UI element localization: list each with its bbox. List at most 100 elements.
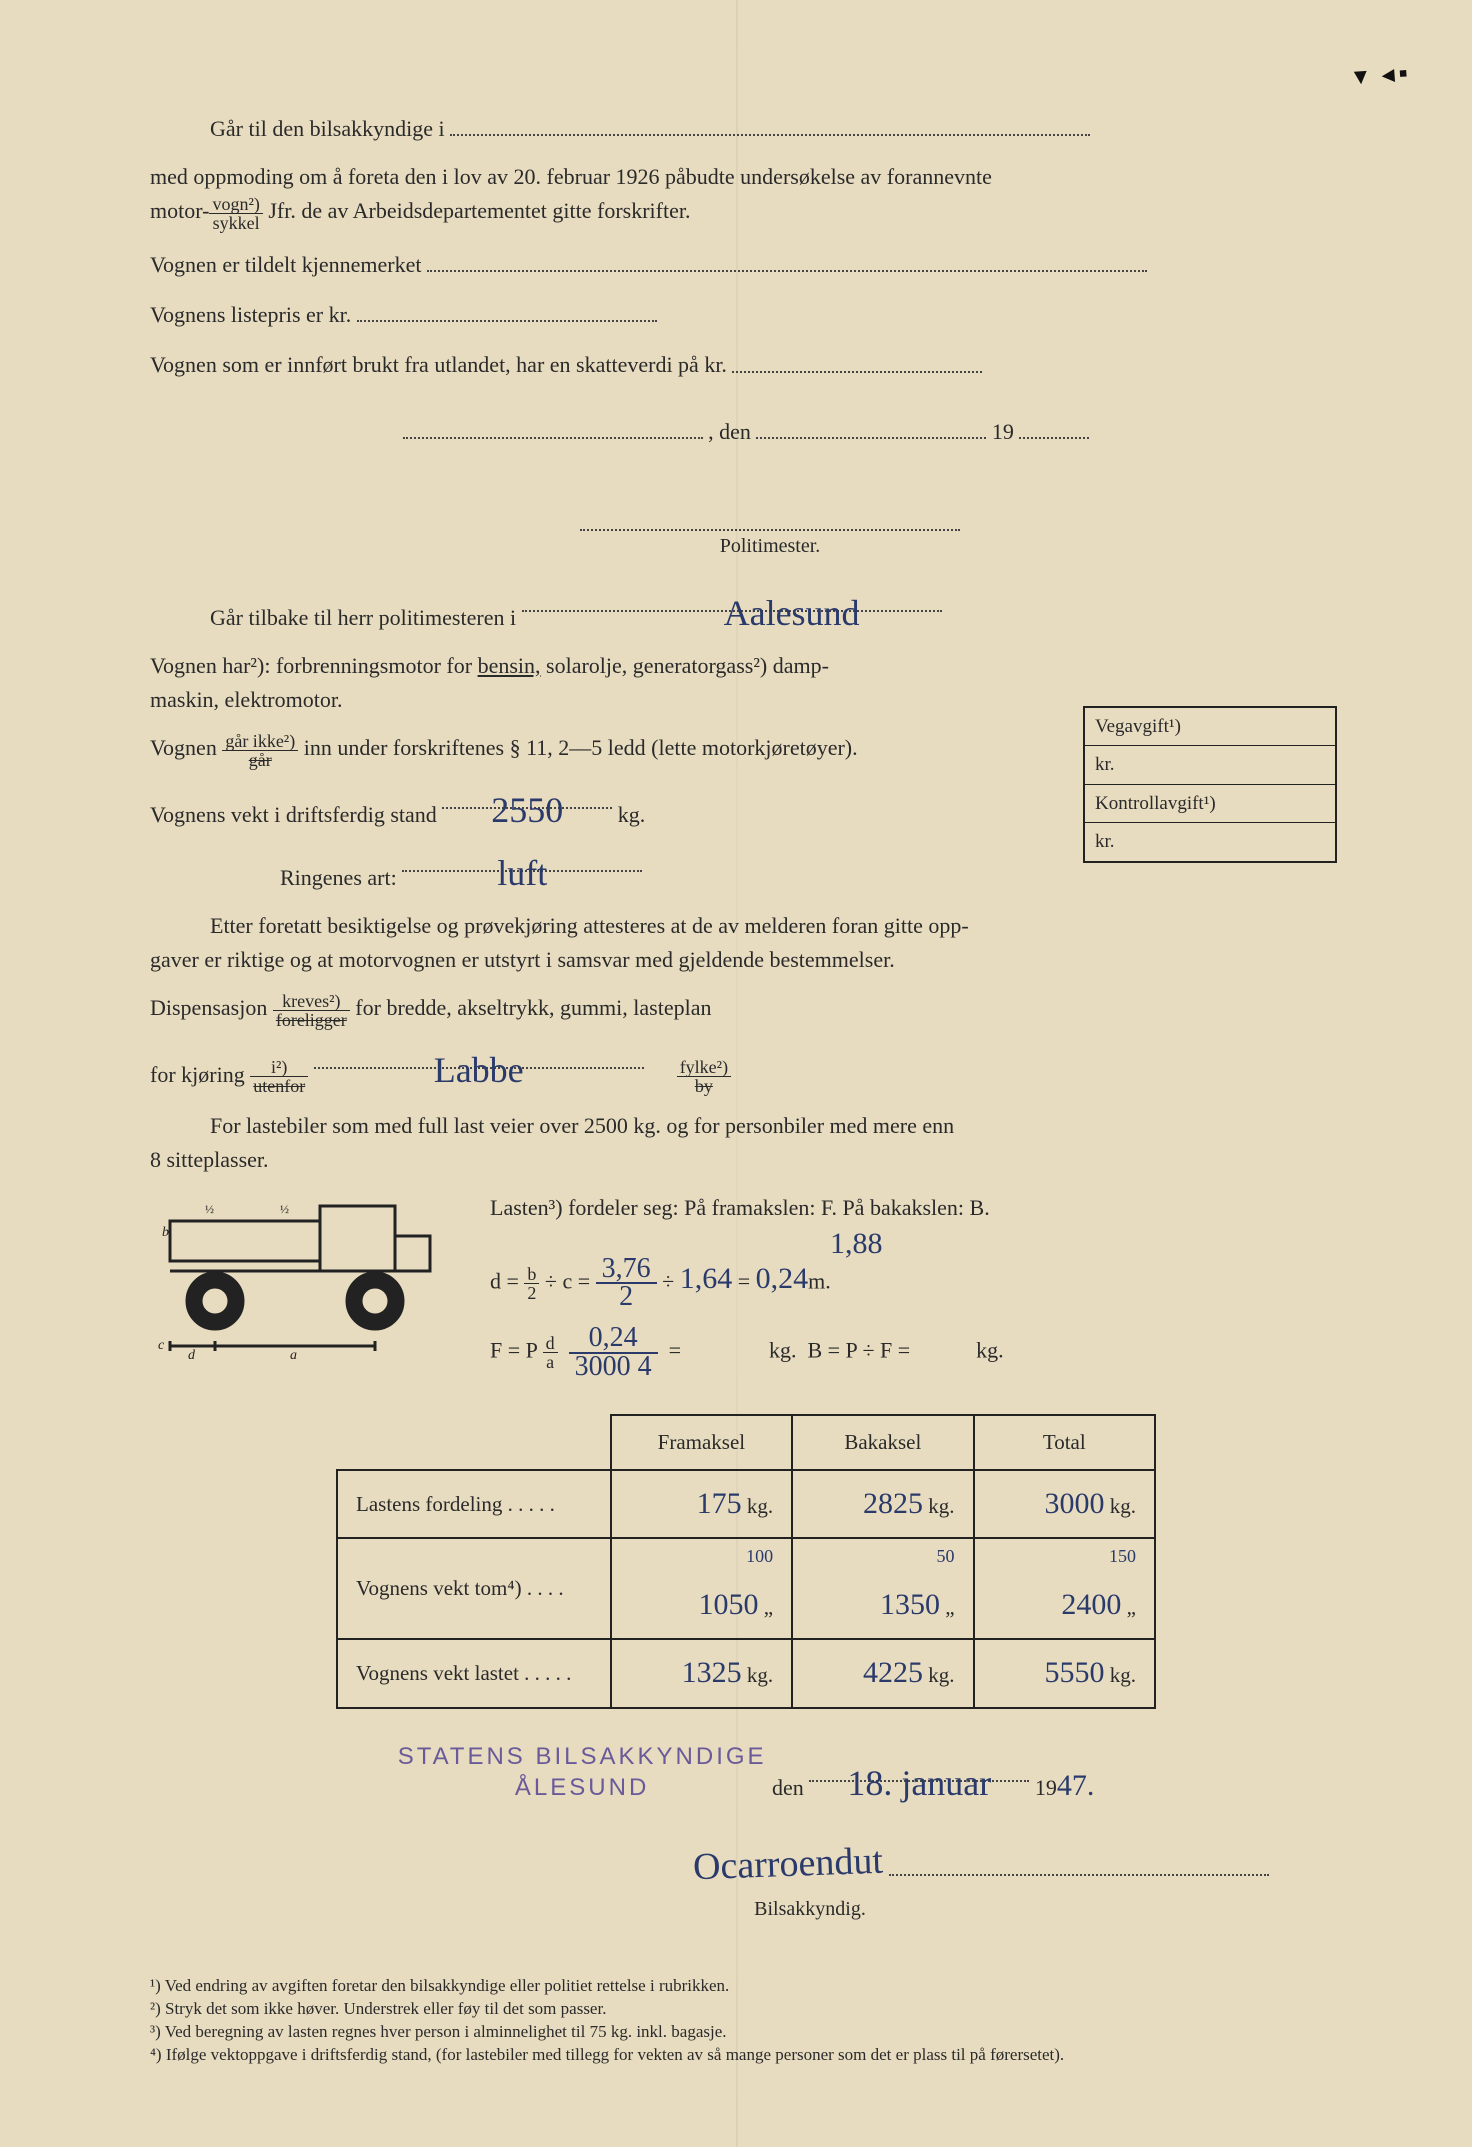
d1: „ [764, 1595, 773, 1619]
fee-kr2: kr. [1085, 823, 1335, 860]
eq1-v1: 3,762 [596, 1256, 657, 1311]
th-fram: Framaksel [611, 1415, 792, 1470]
back-value: Aalesund [664, 586, 860, 642]
eq2-prefix: F = P [490, 1338, 543, 1363]
eq2-a: a [543, 1353, 558, 1371]
fee-veg: Vegavgift¹) [1085, 708, 1335, 746]
document-page: ▾ ◂▪ Går til den bilsakkyndige i med opp… [0, 0, 1472, 2147]
lastebil: For lastebiler som med full last veier o… [150, 1109, 1342, 1177]
kjor-right-top: fylke²) [677, 1058, 731, 1077]
sign-line [889, 1874, 1269, 1876]
p4: Vognen som er innført brukt fra utlandet… [150, 346, 1342, 382]
disp-bot: foreligger [273, 1011, 350, 1029]
fee-kr1: kr. [1085, 746, 1335, 784]
kjor-a: for kjøring [150, 1062, 250, 1087]
pm-label: Politimester. [580, 531, 960, 562]
sign-label: Bilsakkyndig. [620, 1894, 1000, 1925]
r2-b: 501350 „ [792, 1538, 973, 1639]
date-line: , den 19 [150, 413, 1342, 449]
fees-box: Vegavgift¹) kr. Kontrollavgift¹) kr. [1083, 706, 1337, 863]
truck-icon: b ½ ½ d c a [150, 1191, 450, 1361]
engine-c: maskin, elektromotor. [150, 687, 342, 712]
blank-skatt [732, 346, 982, 372]
footnotes: ¹) Ved endring av avgiften foretar den b… [150, 1975, 1342, 2067]
eq1-divc: ÷ c = [539, 1268, 595, 1293]
p4-text: Vognen som er innført brukt fra utlandet… [150, 353, 727, 378]
r1-a-val: 175 [697, 1481, 742, 1528]
eq2-da: da [543, 1334, 558, 1371]
blank-pris [357, 296, 657, 322]
engine-line: Vognen har²): forbrenningsmotor for bens… [150, 649, 950, 717]
r3-c: 5550 kg. [974, 1639, 1155, 1708]
frac-vogn: vogn²)sykkel [209, 195, 262, 232]
r2-label: Vognens vekt tom⁴) . . . . [337, 1538, 611, 1639]
year-prefix: 19 [992, 419, 1014, 444]
fee-veg-label: Vegavgift¹) [1095, 712, 1181, 741]
attest: Etter foretatt besiktigelse og prøvekjør… [150, 909, 1342, 977]
vekt-unit: kg. [618, 802, 646, 827]
p2: Vognen er tildelt kjennemerket [150, 246, 1342, 282]
r2-a-val: 1050 [699, 1582, 759, 1629]
d3: „ [1127, 1595, 1136, 1619]
p1-prefix: motor- [150, 198, 209, 223]
kjor-value: Labbe [434, 1043, 524, 1099]
r2-a-top: 100 [746, 1543, 773, 1571]
forskrift-top: går ikke²) [222, 732, 298, 751]
p2-text: Vognen er tildelt kjennemerket [150, 252, 421, 277]
kg6: kg. [1110, 1663, 1136, 1687]
r1-b-val: 2825 [863, 1481, 923, 1528]
pm-sig-line [580, 489, 960, 531]
disp-top: kreves²) [273, 992, 350, 1011]
engine-a: Vognen har²): forbrenningsmotor for [150, 653, 478, 678]
r1-c-val: 3000 [1045, 1481, 1105, 1528]
disp-a: Dispensasjon [150, 995, 273, 1020]
disp-b: for bredde, akseltrykk, gummi, lasteplan [350, 995, 712, 1020]
svg-text:½: ½ [280, 1202, 289, 1216]
blank-place [403, 413, 703, 439]
frac-vogn-bot: sykkel [209, 214, 262, 232]
foot-3: ³) Ved beregning av lasten regnes hver p… [150, 2021, 1342, 2044]
p1: med oppmoding om å foreta den i lov av 2… [150, 160, 1342, 232]
r1-b: 2825 kg. [792, 1470, 973, 1539]
th-total: Total [974, 1415, 1155, 1470]
p3-text: Vognens listepris er kr. [150, 302, 351, 327]
politimester-block: Politimester. [580, 489, 1342, 562]
r1-label: Lastens fordeling . . . . . [337, 1470, 611, 1539]
r3-b: 4225 kg. [792, 1639, 973, 1708]
date-sep: , den [708, 419, 751, 444]
fee-kr1-label: kr. [1095, 750, 1115, 779]
kg1: kg. [747, 1494, 773, 1518]
fee-kontroll-label: Kontrollavgift¹) [1095, 789, 1216, 818]
blank-day [756, 413, 986, 439]
r3-c-val: 5550 [1045, 1650, 1105, 1697]
table-row: Vognens vekt tom⁴) . . . . 100 1050 „ 501… [337, 1538, 1155, 1639]
stamp-yp: 19 [1035, 1775, 1057, 1800]
eq2-v1b: 3000 4 [569, 1354, 658, 1381]
title-text: Går til den bilsakkyndige i [210, 116, 445, 141]
table-row: Vognens vekt lastet . . . . . 1325 kg. 4… [337, 1639, 1155, 1708]
disp-line: Dispensasjon kreves²)foreligger for bred… [150, 991, 1342, 1028]
foot-2: ²) Stryk det som ikke høver. Understrek … [150, 1998, 1342, 2021]
kjor-top: i²) [250, 1058, 308, 1077]
r3-a-val: 1325 [682, 1650, 742, 1697]
stamp-date-blank: 18. januar [809, 1756, 1029, 1782]
stamp-l2: ÅLESUND [515, 1774, 649, 1801]
kjor-frac: i²)utenfor [250, 1058, 308, 1095]
r2-c: 1502400 „ [974, 1538, 1155, 1639]
lasten-label: Lasten³) fordeler seg: På framakslen: F.… [490, 1191, 1342, 1225]
p3: Vognens listepris er kr. [150, 296, 1342, 332]
ring-value: luft [497, 846, 547, 902]
kjor-right-frac: fylke²)by [677, 1058, 731, 1095]
eq1-prefix: d = [490, 1268, 524, 1293]
eq1-2: 2 [524, 1284, 539, 1302]
table-row: Lastens fordeling . . . . . 175 kg. 2825… [337, 1470, 1155, 1539]
stamp-date: 18. januar [847, 1756, 991, 1812]
svg-text:d: d [188, 1348, 196, 1361]
signature: Ocarroendut [692, 1832, 884, 1897]
kjor-blank: Labbe [314, 1043, 644, 1069]
ink-fleck: ▾ ◂▪ [1353, 53, 1413, 97]
vekt-label: Vognens vekt i driftsferdig stand [150, 802, 437, 827]
attest-a: Etter foretatt besiktigelse og prøvekjør… [210, 913, 969, 938]
stamp-text: STATENS BILSAKKYNDIGE ÅLESUND [398, 1741, 767, 1803]
blank-kjenne [427, 246, 1147, 272]
